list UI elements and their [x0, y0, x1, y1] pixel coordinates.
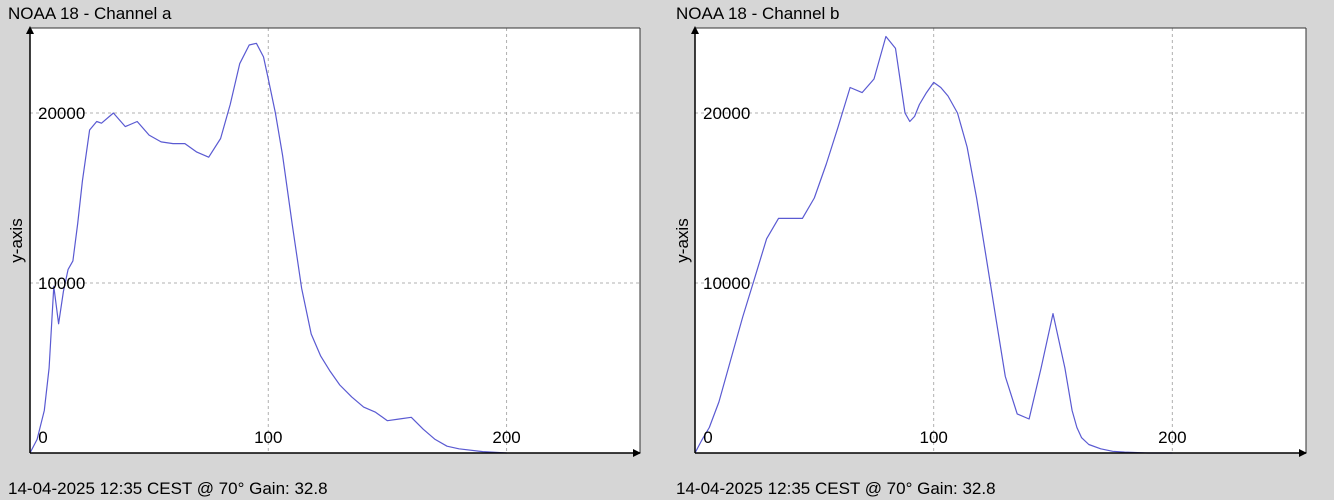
plot-area: [695, 28, 1306, 453]
y-axis-label: y-axis: [7, 218, 26, 262]
plot-area: [30, 28, 640, 453]
chart-panel-2: 0 100 200 10000 20000 y-axis NOAA 18 - Channel…: [673, 4, 1307, 498]
series-line-1: [694, 35, 1173, 454]
x-tick-label-100: 100: [254, 428, 282, 447]
x-axis-arrow: [1299, 449, 1307, 457]
y-axis-label: y-axis: [673, 218, 692, 262]
y-tick-label-20000: 20000: [38, 104, 85, 123]
x-tick-label-100: 100: [919, 428, 947, 447]
series-line-1: [29, 42, 507, 454]
y-axis-arrow: [26, 26, 34, 34]
x-tick-label-200: 200: [1158, 428, 1186, 447]
y-tick-label-10000: 10000: [38, 274, 85, 293]
chart-panel-1: 0 100 200 10000 20000 y-axis NOAA 18 - Channel…: [7, 4, 641, 498]
chart-title: NOAA 18 - Channel a: [8, 4, 172, 23]
chart-footer: 14-04-2025 12:35 CEST @ 70° Gain: 32.8: [8, 479, 328, 498]
y-tick-label-20000: 20000: [703, 104, 750, 123]
x-axis-arrow: [633, 449, 641, 457]
x-tick-label-0: 0: [38, 428, 47, 447]
x-tick-label-0: 0: [703, 428, 712, 447]
x-tick-label-200: 200: [492, 428, 520, 447]
y-axis-arrow: [691, 26, 699, 34]
chart-title: NOAA 18 - Channel b: [676, 4, 839, 23]
chart-footer: 14-04-2025 12:35 CEST @ 70° Gain: 32.8: [676, 479, 996, 498]
y-tick-label-10000: 10000: [703, 274, 750, 293]
